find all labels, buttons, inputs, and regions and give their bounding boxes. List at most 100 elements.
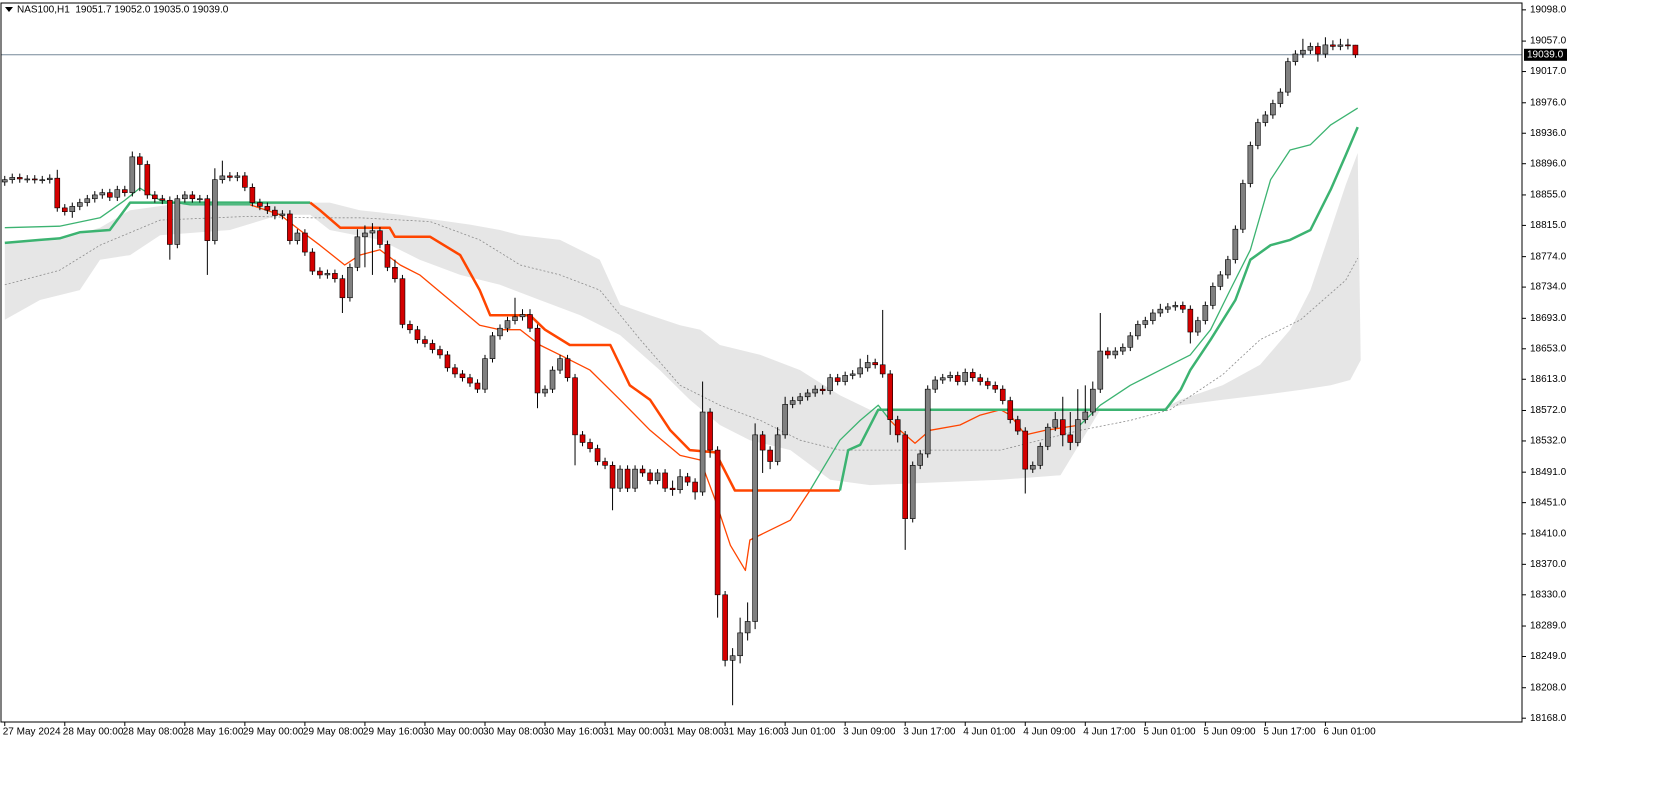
candle-body [647,472,653,481]
x-tick-label: 4 Jun 17:00 [1083,727,1136,738]
candle-body [332,273,338,280]
candle-body [437,349,443,356]
candle-body [309,251,316,272]
candle-body [31,178,38,181]
candle-body [1307,46,1314,51]
candle-body [1135,324,1141,337]
candle-body [864,362,871,369]
candle-body [167,199,173,245]
candle-body [399,278,406,325]
candle-body [467,377,473,384]
candle-body [272,209,278,216]
x-tick-label: 29 May 08:00 [303,727,364,738]
price-label-box [1524,48,1567,61]
candle-body [489,335,496,359]
candle-body [624,468,631,489]
candle-body [137,156,143,165]
candle-body [999,388,1006,401]
candle-body [204,198,211,241]
candle-body [902,434,908,519]
y-tick-label: 18491.0 [1530,467,1567,478]
x-tick-label: 27 May 2024 [3,727,61,738]
candle-body [354,236,361,268]
cloud-middle-line [4,215,1359,451]
y-tick-label: 19017.0 [1530,66,1567,77]
candle-body [924,388,931,455]
y-tick-label: 18734.0 [1530,282,1567,293]
candle-body [632,468,638,489]
candle-body [61,207,68,212]
x-tick-label: 3 Jun 17:00 [903,727,956,738]
candle-body [729,655,736,661]
candle-body [587,442,593,449]
candle-body [954,375,961,382]
x-tick-label: 3 Jun 09:00 [843,727,896,738]
y-tick-label: 18855.0 [1530,190,1567,201]
x-tick-label: 30 May 08:00 [483,727,544,738]
candle-body [1292,53,1299,62]
candle-body [347,266,353,299]
candle-body [182,194,188,200]
candle-body [1067,434,1074,443]
candle-body [752,434,758,622]
axes: 19098.0 19057.0 19017.0 18976.0 18936.0 18896… [3,4,1567,738]
candle-body [797,396,803,401]
candle-body [482,358,488,390]
candle-body [557,358,563,371]
candle-body [1059,419,1066,436]
candle-body [1074,419,1081,443]
candle-body [1225,259,1231,276]
candle-body [602,461,608,466]
candle-body [1007,400,1014,420]
candle-body [1150,312,1156,321]
y-tick-label: 19098.0 [1530,4,1567,15]
x-tick-label: 28 May 00:00 [63,727,124,738]
candle-body [287,213,293,241]
candle-body [384,244,391,268]
candle-body [857,367,863,375]
candle-body [1210,286,1216,306]
candle-body [24,178,31,181]
candle-body [227,175,233,178]
plot-frame [0,2,1523,723]
collapse-icon[interactable] [5,7,13,12]
candle-body [1022,430,1029,470]
candle-body [1285,61,1291,93]
candle-body [317,270,323,276]
candle-body [1315,46,1321,55]
candle-body [1112,350,1119,356]
y-tick-label: 18168.0 [1530,713,1567,724]
candle-body [722,594,728,661]
candle-body [707,411,713,451]
candle-body [654,472,661,481]
candle-body [1217,274,1224,287]
y-tick-label: 18572.0 [1530,405,1567,416]
candle-body [1127,335,1134,348]
y-tick-label: 18613.0 [1530,374,1567,385]
candle-body [617,468,623,489]
candle-body [219,175,226,181]
y-tick-label: 19057.0 [1530,36,1567,47]
candle-body [699,411,706,493]
candle-body [1352,44,1359,56]
candle-body [152,194,158,200]
candle-body [84,198,91,203]
candle-body [9,177,16,181]
candle-body [692,481,698,493]
candle-body [887,373,893,420]
candle-body [662,472,668,489]
price-label: 19039.0 [1527,49,1564,60]
candle-body [1345,44,1351,47]
candle-body [257,202,263,207]
candle-body [1202,305,1209,321]
x-tick-label: 28 May 08:00 [123,727,184,738]
candle-body [1300,49,1306,55]
candle-body [1330,44,1336,47]
candle-body [1089,388,1096,413]
candle-body [129,156,136,193]
candle-body [279,213,286,216]
candle-body [932,379,939,390]
candle-body [969,372,976,379]
candle-body [894,419,901,436]
candle-body [1180,305,1186,310]
